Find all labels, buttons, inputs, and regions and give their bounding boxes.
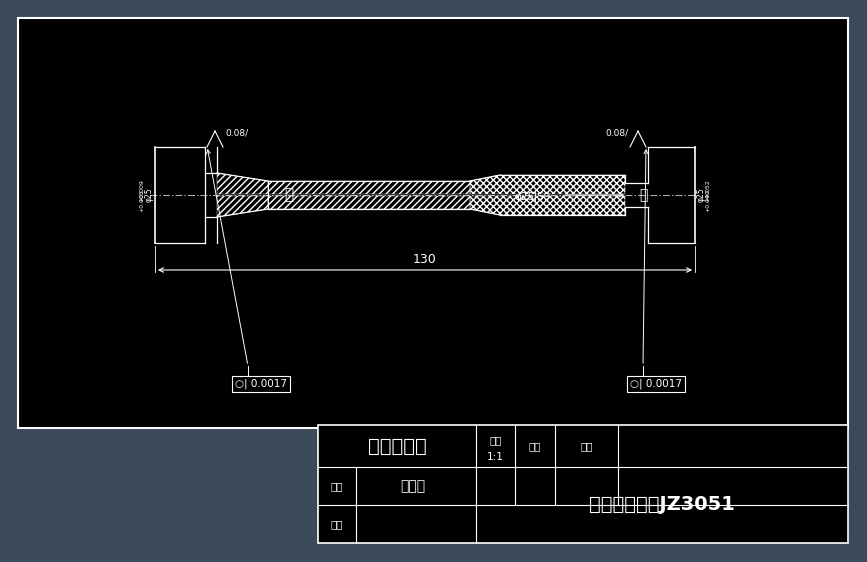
Text: φ25JS9: φ25JS9 bbox=[514, 192, 551, 202]
Text: +0.052: +0.052 bbox=[706, 180, 710, 202]
Text: 材料: 材料 bbox=[580, 441, 593, 451]
Bar bbox=[268, 196, 470, 209]
Text: 止: 止 bbox=[639, 188, 647, 202]
Text: ○| 0.0017: ○| 0.0017 bbox=[235, 379, 287, 389]
Text: 陕西国防学院JZ3051: 陕西国防学院JZ3051 bbox=[589, 496, 735, 514]
Text: 1:1: 1:1 bbox=[487, 451, 504, 461]
Text: 塞规装配图: 塞规装配图 bbox=[368, 437, 427, 455]
Text: 编制: 编制 bbox=[330, 481, 343, 491]
Text: +0.005: +0.005 bbox=[140, 189, 145, 212]
Text: 0.08/: 0.08/ bbox=[605, 129, 628, 138]
Text: 通: 通 bbox=[284, 188, 293, 202]
Text: ○| 0.0017: ○| 0.0017 bbox=[630, 379, 682, 389]
Text: 130: 130 bbox=[413, 253, 437, 266]
Text: 审核: 审核 bbox=[330, 519, 343, 529]
Bar bbox=[318, 425, 848, 543]
Text: φ25: φ25 bbox=[696, 188, 706, 202]
Text: 范吉伟: 范吉伟 bbox=[401, 479, 426, 493]
Bar bbox=[268, 181, 470, 194]
Text: +0.009: +0.009 bbox=[140, 180, 145, 202]
Text: 数量: 数量 bbox=[529, 441, 541, 451]
Text: 比例: 比例 bbox=[489, 434, 502, 445]
Bar bbox=[18, 18, 848, 428]
Text: +0.040: +0.040 bbox=[706, 189, 710, 212]
Text: 0.08/: 0.08/ bbox=[225, 129, 248, 138]
Text: φ25: φ25 bbox=[145, 188, 153, 202]
